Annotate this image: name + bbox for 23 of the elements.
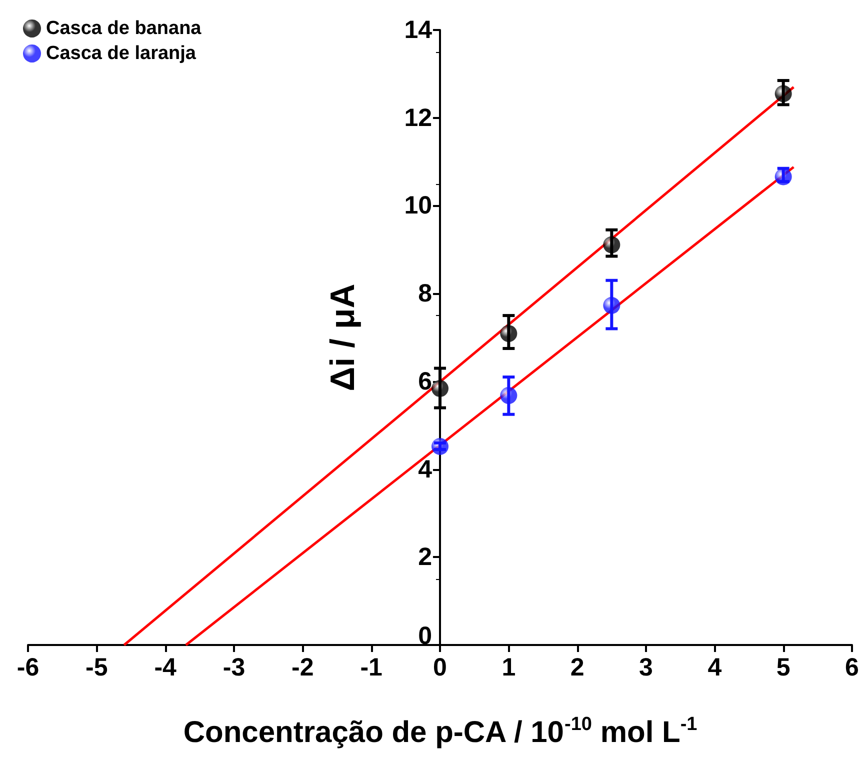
x-tick-label: 5 bbox=[776, 654, 790, 682]
y-tick-label: 14 bbox=[404, 16, 432, 44]
x-tick-label: -2 bbox=[292, 654, 314, 682]
y-axis-title: Δi / μA bbox=[324, 284, 362, 392]
x-tick-label: 4 bbox=[708, 654, 722, 682]
x-tick-label: 6 bbox=[845, 654, 859, 682]
y-tick-label: 8 bbox=[418, 280, 432, 308]
x-tick-label: -4 bbox=[154, 654, 177, 682]
y-tick-label: 10 bbox=[404, 192, 432, 220]
x-tick-label: 2 bbox=[570, 654, 584, 682]
x-tick-label: -6 bbox=[16, 654, 40, 682]
y-tick-label: 4 bbox=[418, 455, 432, 484]
x-tick-label: -1 bbox=[360, 654, 383, 682]
y-tick-label: 6 bbox=[418, 367, 432, 396]
y-tick-label: 12 bbox=[404, 104, 432, 132]
x-tick-label: -3 bbox=[222, 654, 246, 682]
x-tick-label: 3 bbox=[639, 654, 653, 682]
legend-label: Casca de banana bbox=[46, 18, 202, 39]
x-tick-label: 1 bbox=[502, 654, 516, 682]
y-tick-label: 0 bbox=[418, 622, 432, 650]
x-tick-label: -5 bbox=[86, 654, 108, 682]
legend-label: Casca de laranja bbox=[46, 43, 196, 64]
y-tick-label: 2 bbox=[418, 543, 432, 572]
